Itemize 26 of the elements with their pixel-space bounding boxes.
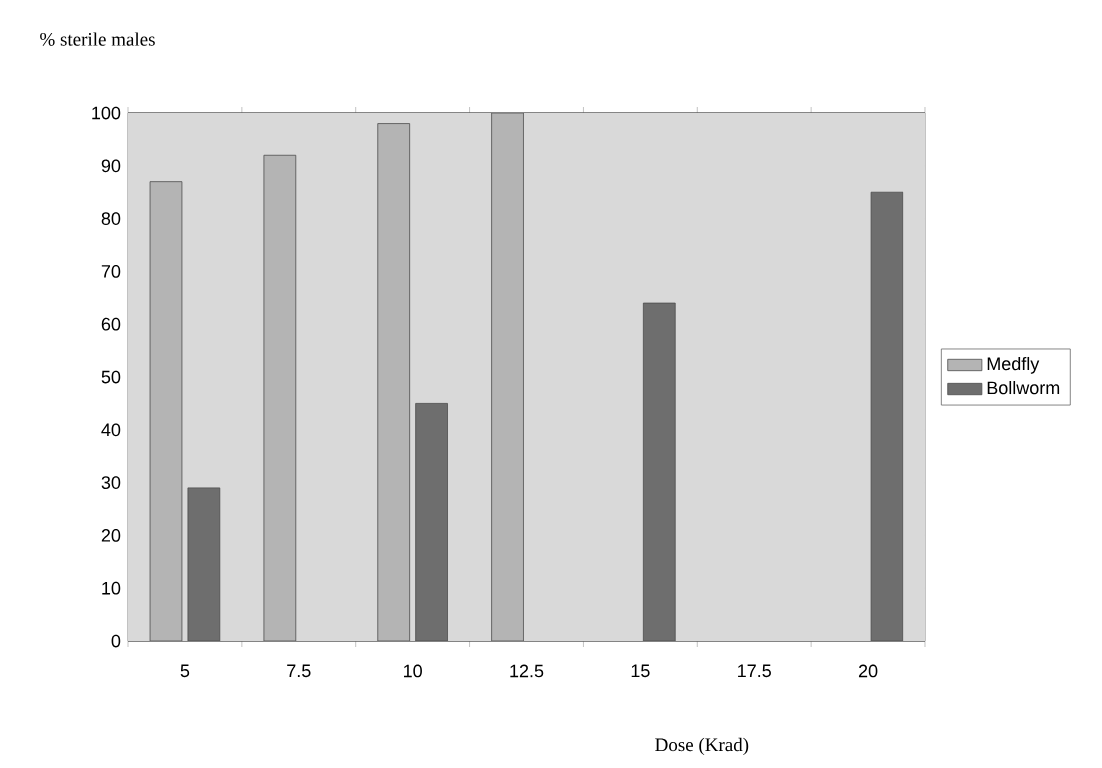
y-axis-title: % sterile males <box>40 32 155 46</box>
x-tick-label: 7.5 <box>287 664 311 678</box>
y-tick-label: 30 <box>101 476 121 489</box>
x-tick-label: 17.5 <box>738 664 771 678</box>
x-tick-label: 12.5 <box>510 664 544 678</box>
y-tick-label: 90 <box>101 159 121 173</box>
bar <box>377 123 411 642</box>
x-tick-label: 5 <box>180 664 190 678</box>
legend-label: Bollworm <box>987 381 1060 395</box>
legend-label: Medfly <box>987 356 1040 374</box>
y-tick-label: 60 <box>101 317 121 331</box>
y-tick-label: 70 <box>101 265 121 278</box>
y-tick-label: 50 <box>101 370 121 384</box>
bar <box>263 154 297 642</box>
x-tick-label: 20 <box>858 664 878 678</box>
y-tick-label: 100 <box>92 106 121 120</box>
y-tick-label: 40 <box>101 423 121 437</box>
y-tick-label: 20 <box>101 529 121 542</box>
bar <box>149 181 183 642</box>
x-tick-label: 15 <box>631 664 650 678</box>
x-tick-label: 10 <box>404 664 422 678</box>
y-tick-label: 80 <box>101 212 121 225</box>
y-tick-label: 10 <box>102 581 121 595</box>
x-axis-title: Dose (Krad) <box>655 737 749 756</box>
bar <box>491 113 524 642</box>
y-tick-label: 0 <box>111 634 121 648</box>
